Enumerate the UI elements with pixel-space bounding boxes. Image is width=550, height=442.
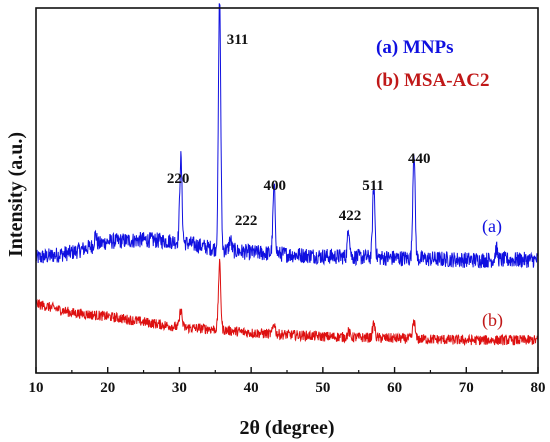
peak-label-440: 440 [408,151,431,167]
x-tick-label: 40 [244,380,259,396]
x-tick-label: 30 [172,380,187,396]
peak-label-220: 220 [167,171,190,187]
peak-label-311: 311 [227,32,249,48]
peak-label-222: 222 [235,213,258,229]
peak-label-422: 422 [339,208,362,224]
curve-tag-b: (b) [482,310,503,331]
x-tick-label: 10 [29,380,44,396]
curve-tag-a: (a) [482,216,502,237]
x-tick-label: 20 [100,380,115,396]
x-tick-label: 50 [315,380,330,396]
x-axis-title: 2θ (degree) [239,417,334,439]
x-tick-label: 70 [459,380,474,396]
series-layer [35,3,539,346]
peak-label-400: 400 [264,178,287,194]
ticks-layer [35,367,539,373]
legend: (a) MNPs (b) MSA-AC2 [376,37,489,91]
peak-label-511: 511 [362,178,384,194]
y-axis-title: Intensity (a.u.) [5,132,27,257]
series-line-mnps [35,3,539,269]
legend-entry-msa-ac2: (b) MSA-AC2 [376,70,489,91]
x-tick-label: 60 [387,380,402,396]
legend-entry-mnps: (a) MNPs [376,37,454,58]
x-tick-label: 80 [531,380,546,396]
series-line-msa-ac2 [35,258,539,346]
